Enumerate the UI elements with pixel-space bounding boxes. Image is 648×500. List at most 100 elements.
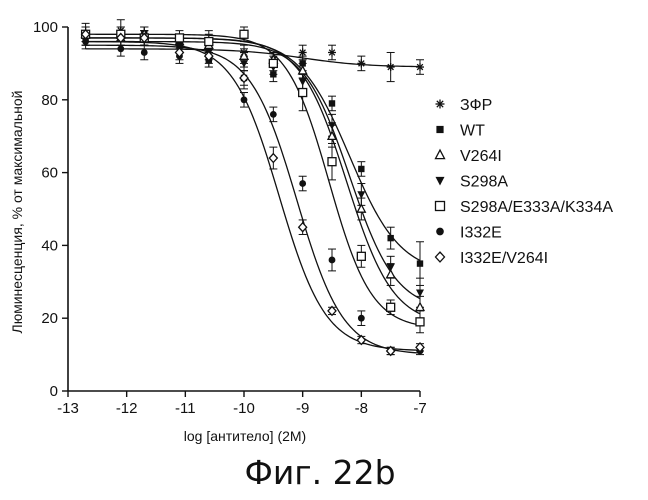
data-point-i332e	[328, 256, 336, 264]
data-point-s298a-e333a-k334a	[386, 302, 396, 312]
legend-label: V264I	[460, 148, 502, 165]
y-tick-label: 0	[50, 383, 58, 400]
figure-caption: Фиг. 22b	[244, 453, 395, 492]
legend-entry-v264i: V264I	[434, 148, 502, 165]
legend-marker	[435, 176, 445, 186]
data-point-зфр	[357, 59, 366, 68]
legend-label: WT	[460, 123, 485, 140]
data-point-wt	[387, 234, 394, 242]
data-point-wt	[328, 100, 336, 107]
data-point-зфр	[328, 48, 336, 57]
fit-curve-i332e	[85, 44, 421, 354]
data-point-s298a-e333a-k334a	[268, 58, 278, 69]
data-point-v264i	[414, 301, 426, 312]
y-tick-label: 80	[41, 92, 58, 109]
legend-marker	[434, 251, 446, 263]
fit-curve-wt	[85, 37, 421, 262]
data-point-i332e-v264i	[297, 221, 308, 233]
legend-marker	[436, 125, 444, 134]
data-point-s298a-e333a-k334a	[239, 29, 249, 39]
data-point-i332e	[82, 38, 89, 45]
legend: ЗФР WT V264I S298A S298A/E333A/K334A I332E I33…	[434, 97, 613, 267]
error-bars	[81, 19, 424, 356]
x-tick-label: -12	[116, 400, 138, 417]
x-tick-label: -13	[57, 400, 79, 417]
data-point-i332e-v264i	[385, 345, 396, 357]
data-point-s298a	[416, 289, 424, 298]
axes: 0 20 40 60 80 100 -13 -12 -11 -10 -9 -8 -7	[33, 19, 427, 417]
legend-marker	[434, 200, 446, 212]
data-point-s298a	[175, 42, 184, 50]
data-point-wt	[299, 60, 306, 67]
data-point-зфр	[386, 63, 395, 72]
data-point-s298a-e333a-k334a	[415, 317, 425, 327]
fit-curves	[85, 33, 421, 354]
data-point-v264i	[238, 50, 250, 60]
data-point-i332e	[240, 96, 248, 104]
legend-entry-s298a-e333a-k334a: S298A/E333A/K334A	[434, 199, 613, 216]
legend-entry-s298a: S298A	[435, 174, 508, 191]
data-point-i332e-v264i	[415, 341, 425, 353]
legend-label: S298A/E333A/K334A	[460, 199, 613, 216]
data-point-wt	[270, 71, 277, 78]
legend-entry-wt: WT	[436, 123, 485, 140]
data-point-i332e-v264i	[327, 305, 337, 317]
data-point-s298a	[386, 264, 395, 272]
legend-marker	[435, 99, 445, 109]
x-tick-label: -10	[233, 400, 255, 417]
data-point-v264i	[356, 203, 367, 213]
legend-label: S298A	[460, 174, 508, 191]
data-point-wt	[358, 165, 365, 173]
x-tick-label: -7	[413, 400, 426, 417]
x-axis-title: log [антитело] (2M)	[184, 428, 306, 444]
data-point-i332e-v264i	[239, 72, 249, 84]
legend-label: I332E/V264I	[460, 250, 548, 267]
data-point-wt	[416, 260, 424, 267]
legend-label: ЗФР	[460, 97, 492, 114]
data-point-s298a-e333a-k334a	[174, 33, 185, 43]
legend-marker	[436, 227, 444, 236]
data-point-i332e-v264i	[139, 32, 150, 44]
data-point-v264i	[385, 268, 396, 279]
data-point-s298a-e333a-k334a	[204, 36, 214, 47]
x-tick-label: -9	[296, 400, 309, 417]
data-point-s298a-e333a-k334a	[298, 87, 308, 98]
data-point-i332e	[117, 45, 125, 53]
data-point-i332e-v264i	[203, 50, 214, 62]
data-point-s298a-e333a-k334a	[327, 157, 337, 167]
fit-curve-s298a-e333a-k334a	[85, 33, 421, 326]
data-point-s298a	[357, 191, 366, 199]
data-point-i332e-v264i	[115, 32, 126, 44]
x-tick-label: -8	[355, 400, 368, 417]
data-point-i332e-v264i	[174, 47, 185, 58]
data-point-i332e-v264i	[268, 152, 279, 164]
y-tick-label: 20	[41, 310, 58, 327]
data-point-зфр	[298, 48, 307, 57]
fit-curve-зфр	[85, 48, 421, 68]
legend-entry-i332e: I332E	[436, 225, 502, 242]
fit-curve-s298a	[85, 40, 421, 300]
y-tick-label: 100	[33, 19, 58, 36]
data-point-зфр	[416, 63, 424, 72]
data-point-i332e	[269, 110, 277, 118]
data-point-s298a	[298, 78, 307, 86]
data-point-i332e	[299, 180, 307, 187]
data-point-i332e-v264i	[80, 28, 91, 40]
data-point-i332e	[357, 314, 365, 322]
data-point-s298a	[328, 122, 336, 130]
data-point-i332e	[140, 49, 148, 56]
x-tick-label: -11	[175, 400, 196, 417]
legend-entry-i332e-v264i: I332E/V264I	[434, 250, 548, 267]
y-tick-label: 60	[41, 165, 58, 182]
legend-entry-зфр: ЗФР	[435, 97, 492, 114]
data-point-v264i	[326, 130, 338, 141]
data-point-v264i	[297, 64, 308, 75]
data-point-i332e-v264i	[356, 334, 367, 346]
fit-curve-v264i	[85, 37, 421, 315]
data-point-s298a-e333a-k334a	[356, 251, 366, 261]
fit-curve-i332e-v264i	[85, 40, 421, 351]
data-point-s298a	[240, 60, 248, 68]
data-points	[80, 26, 426, 357]
y-tick-label: 40	[41, 237, 58, 254]
